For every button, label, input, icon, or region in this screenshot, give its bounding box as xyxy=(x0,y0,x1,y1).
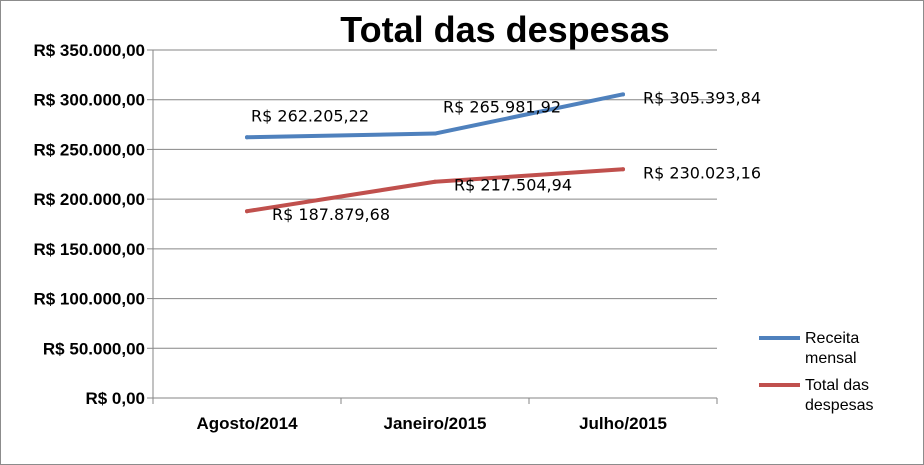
legend-label: Receita xyxy=(805,330,859,347)
data-point xyxy=(621,167,625,172)
y-tick-label: R$ 150.000,00 xyxy=(33,240,145,259)
data-label: R$ 262.205,22 xyxy=(251,106,369,125)
x-tick-label: Janeiro/2015 xyxy=(383,414,486,433)
chart-title: Total das despesas xyxy=(340,9,669,50)
data-point xyxy=(433,179,437,184)
legend-item: Total das despesas xyxy=(759,377,874,414)
data-point xyxy=(621,92,625,97)
legend-label: despesas xyxy=(805,397,874,414)
series-receita-mensal xyxy=(245,92,625,140)
y-tick-label: R$ 350.000,00 xyxy=(33,41,145,60)
data-label: R$ 230.023,16 xyxy=(643,163,761,182)
legend-label: mensal xyxy=(805,350,857,367)
data-point xyxy=(433,131,437,136)
data-label: R$ 265.981,92 xyxy=(443,98,561,117)
legend-label: Total das xyxy=(805,377,869,394)
data-label: R$ 217.504,94 xyxy=(454,176,572,195)
data-label: R$ 305.393,84 xyxy=(643,88,761,107)
data-label: R$ 187.879,68 xyxy=(272,205,390,224)
data-point xyxy=(245,209,249,214)
y-tick-label: R$ 50.000,00 xyxy=(43,339,145,358)
y-tick-label: R$ 250.000,00 xyxy=(33,140,145,159)
y-tick-label: R$ 0,00 xyxy=(85,389,145,408)
x-tick-label: Julho/2015 xyxy=(579,414,667,433)
legend-item: Receita mensal xyxy=(759,330,859,367)
y-tick-label: R$ 100.000,00 xyxy=(33,290,145,309)
y-tick-label: R$ 300.000,00 xyxy=(33,91,145,110)
x-tick-label: Agosto/2014 xyxy=(196,414,298,433)
series-total-das-despesas xyxy=(245,167,625,214)
y-tick-label: R$ 200.000,00 xyxy=(33,190,145,209)
data-point xyxy=(245,135,249,140)
